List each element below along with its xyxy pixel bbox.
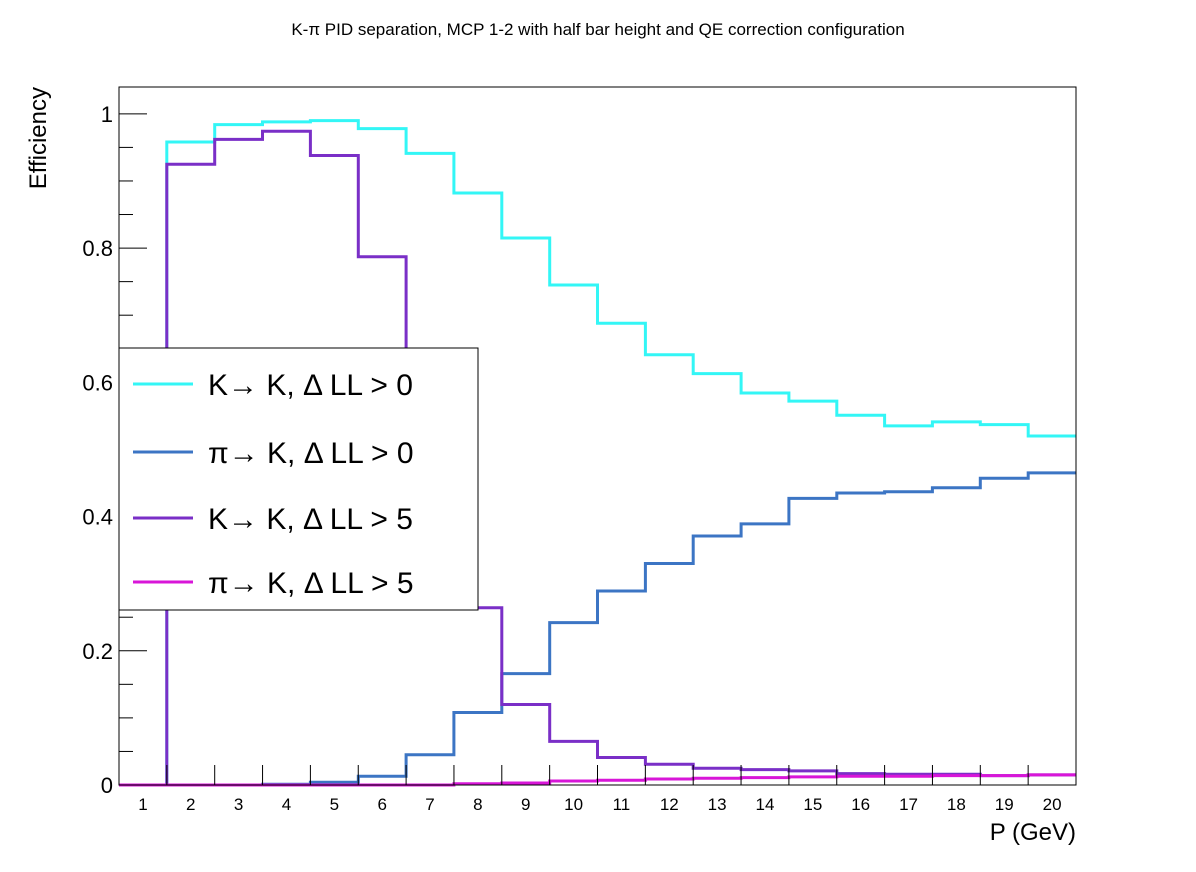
y-tick-label: 1 xyxy=(101,102,113,127)
x-tick-label: 11 xyxy=(613,795,631,814)
x-tick-label: 3 xyxy=(234,795,243,814)
x-tick-label: 8 xyxy=(473,795,482,814)
x-tick-label: 12 xyxy=(660,795,679,814)
x-tick-label: 2 xyxy=(186,795,195,814)
x-tick-label: 16 xyxy=(851,795,870,814)
x-tick-label: 10 xyxy=(564,795,583,814)
x-tick-label: 18 xyxy=(947,795,966,814)
x-tick-label: 9 xyxy=(521,795,530,814)
y-tick-label: 0.4 xyxy=(82,505,113,530)
x-tick-label: 7 xyxy=(425,795,434,814)
legend-label-2: π→ K, Δ LL > 0 xyxy=(208,437,414,470)
x-tick-label: 6 xyxy=(377,795,386,814)
x-tick-label: 14 xyxy=(756,795,775,814)
series-line-1 xyxy=(119,119,1076,787)
x-tick-label: 20 xyxy=(1043,795,1062,814)
x-tick-label: 15 xyxy=(803,795,822,814)
y-axis-label: Efficiency xyxy=(25,87,52,189)
y-tick-label: 0.6 xyxy=(82,370,113,395)
legend-label-4: π→ K, Δ LL > 5 xyxy=(208,567,414,600)
y-tick-label: 0.2 xyxy=(82,639,113,664)
x-tick-label: 19 xyxy=(995,795,1014,814)
legend-box xyxy=(118,347,479,611)
legend: K→ K, Δ LL > 0 π→ K, Δ LL > 0 K→ K, Δ LL >… xyxy=(118,347,479,611)
x-tick-label: 5 xyxy=(330,795,339,814)
chart-title: K-π PID separation, MCP 1-2 with half ba… xyxy=(291,20,904,39)
y-tick-label: 0 xyxy=(101,773,113,798)
x-tick-label: 4 xyxy=(282,795,291,814)
legend-label-3: K→ K, Δ LL > 5 xyxy=(208,503,413,536)
y-tick-label: 0.8 xyxy=(82,236,113,261)
legend-label-1: K→ K, Δ LL > 0 xyxy=(208,369,413,402)
x-tick-label: 13 xyxy=(708,795,727,814)
x-tick-label: 17 xyxy=(899,795,918,814)
x-axis-label: P (GeV) xyxy=(990,819,1076,846)
series-line-2 xyxy=(119,471,1076,787)
x-tick-label: 1 xyxy=(138,795,147,814)
